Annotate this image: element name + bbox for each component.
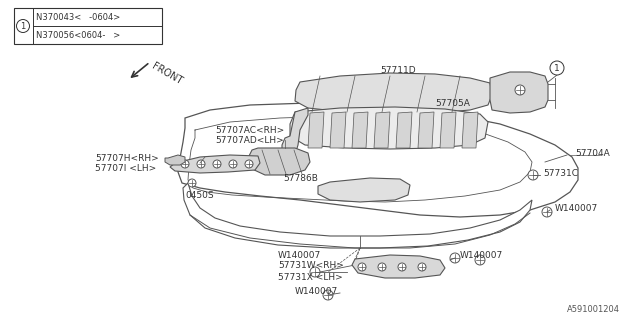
Circle shape (181, 160, 189, 168)
Text: 57704A: 57704A (575, 148, 610, 157)
Polygon shape (490, 72, 548, 113)
Text: 57711D: 57711D (380, 66, 415, 75)
Text: 0450S: 0450S (185, 190, 214, 199)
Polygon shape (318, 178, 410, 202)
Polygon shape (352, 112, 368, 148)
Text: 1: 1 (554, 63, 560, 73)
Text: 57731X <LH>: 57731X <LH> (278, 273, 343, 282)
Polygon shape (170, 155, 260, 173)
Text: 57707H<RH>: 57707H<RH> (95, 154, 159, 163)
Polygon shape (248, 148, 310, 175)
Text: 57707I <LH>: 57707I <LH> (95, 164, 156, 172)
Circle shape (17, 20, 29, 33)
Text: 57707AD<LH>: 57707AD<LH> (215, 135, 284, 145)
Polygon shape (462, 112, 478, 148)
Text: 1: 1 (20, 21, 26, 30)
Circle shape (378, 263, 386, 271)
Circle shape (229, 160, 237, 168)
Text: 57707AC<RH>: 57707AC<RH> (215, 125, 284, 134)
Polygon shape (352, 255, 445, 278)
Circle shape (542, 207, 552, 217)
Polygon shape (295, 73, 492, 113)
Circle shape (515, 85, 525, 95)
Polygon shape (396, 112, 412, 148)
Text: N370056<0604-   >: N370056<0604- > (36, 30, 120, 39)
Circle shape (418, 263, 426, 271)
Polygon shape (418, 112, 434, 148)
Polygon shape (308, 112, 324, 148)
Circle shape (245, 160, 253, 168)
Polygon shape (290, 107, 488, 149)
Text: FRONT: FRONT (150, 61, 184, 86)
FancyBboxPatch shape (14, 8, 162, 44)
Text: W140007: W140007 (460, 251, 503, 260)
Text: 57705A: 57705A (435, 99, 470, 108)
Text: 57786B: 57786B (283, 173, 318, 182)
Text: N370043<   -0604>: N370043< -0604> (36, 12, 120, 21)
Circle shape (310, 267, 320, 277)
Text: W140007: W140007 (295, 287, 339, 297)
Polygon shape (282, 108, 308, 158)
Text: 57731C: 57731C (543, 169, 578, 178)
Polygon shape (165, 155, 185, 165)
Circle shape (450, 253, 460, 263)
Polygon shape (183, 183, 532, 248)
Text: W140007: W140007 (278, 251, 321, 260)
Polygon shape (330, 112, 346, 148)
Circle shape (323, 290, 333, 300)
Circle shape (197, 160, 205, 168)
Circle shape (550, 61, 564, 75)
Text: W140007: W140007 (555, 204, 598, 212)
Polygon shape (374, 112, 390, 148)
Polygon shape (178, 103, 578, 217)
Circle shape (528, 170, 538, 180)
Circle shape (213, 160, 221, 168)
Circle shape (358, 263, 366, 271)
Circle shape (475, 255, 485, 265)
Text: A591001204: A591001204 (567, 306, 620, 315)
Polygon shape (440, 112, 456, 148)
Text: 57731W<RH>: 57731W<RH> (278, 261, 344, 270)
Circle shape (398, 263, 406, 271)
Circle shape (188, 179, 196, 187)
